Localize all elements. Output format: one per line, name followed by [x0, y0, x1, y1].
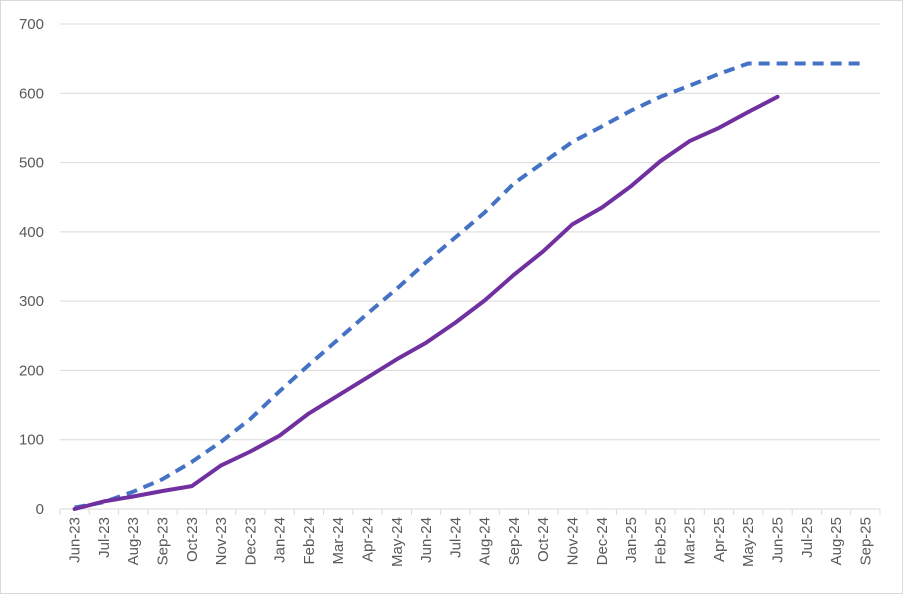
series-dashed — [74, 61, 866, 510]
x-tick-label: Jun-25 — [770, 517, 787, 563]
y-tick-label: 500 — [19, 155, 44, 172]
x-tick-label: Oct-24 — [535, 517, 552, 562]
y-tick-label: 600 — [19, 85, 44, 102]
y-tick-label: 0 — [36, 501, 44, 518]
x-tick-label: Aug-23 — [125, 517, 142, 565]
x-tick-label: Dec-23 — [242, 517, 259, 565]
series-solid — [72, 94, 780, 511]
x-tick-label: Jul-24 — [447, 517, 464, 558]
x-tick-label: Dec-24 — [594, 517, 611, 565]
x-tick-label: Nov-23 — [213, 517, 230, 565]
x-tick-label: May-25 — [740, 517, 757, 567]
x-tick-label: Sep-25 — [857, 517, 874, 565]
y-axis-tick-labels: 0 100 200 300 400 500 600 700 — [19, 16, 44, 518]
x-tick-label: Mar-24 — [330, 517, 347, 565]
x-tick-label: Sep-23 — [155, 517, 172, 565]
x-axis — [59, 508, 881, 515]
x-tick-label: Jun-24 — [418, 517, 435, 563]
x-tick-label: May-24 — [389, 517, 406, 567]
x-tick-label: Oct-23 — [184, 517, 201, 562]
x-tick-label: Mar-25 — [682, 517, 699, 565]
x-tick-label: Sep-24 — [506, 517, 523, 565]
x-tick-label: Jun-23 — [67, 517, 84, 563]
series-lines — [72, 61, 866, 511]
y-tick-label: 300 — [19, 293, 44, 310]
y-tick-label: 400 — [19, 224, 44, 241]
y-tick-label: 100 — [19, 432, 44, 449]
x-tick-label: Jul-23 — [96, 517, 113, 558]
y-tick-label: 700 — [19, 16, 44, 33]
series-line — [72, 94, 780, 511]
x-tick-label: Nov-24 — [565, 517, 582, 565]
x-axis-tick-labels: Jun-23 Jul-23 Aug-23 Sep-23 Oct-23 Nov-23 Dec-… — [67, 517, 875, 567]
x-tick-label: Aug-25 — [828, 517, 845, 565]
x-tick-label: Apr-25 — [711, 517, 728, 562]
x-tick-label: Feb-25 — [652, 517, 669, 565]
x-tick-label: Jan-25 — [623, 517, 640, 563]
x-tick-label: Aug-24 — [477, 517, 494, 565]
x-tick-label: Jul-25 — [799, 517, 816, 558]
x-tick-label: Apr-24 — [360, 517, 377, 562]
gridlines — [60, 23, 880, 441]
x-tick-label: Jan-24 — [272, 517, 289, 563]
x-tick-label: Feb-24 — [301, 517, 318, 565]
series-line — [74, 61, 866, 510]
y-tick-label: 200 — [19, 362, 44, 379]
